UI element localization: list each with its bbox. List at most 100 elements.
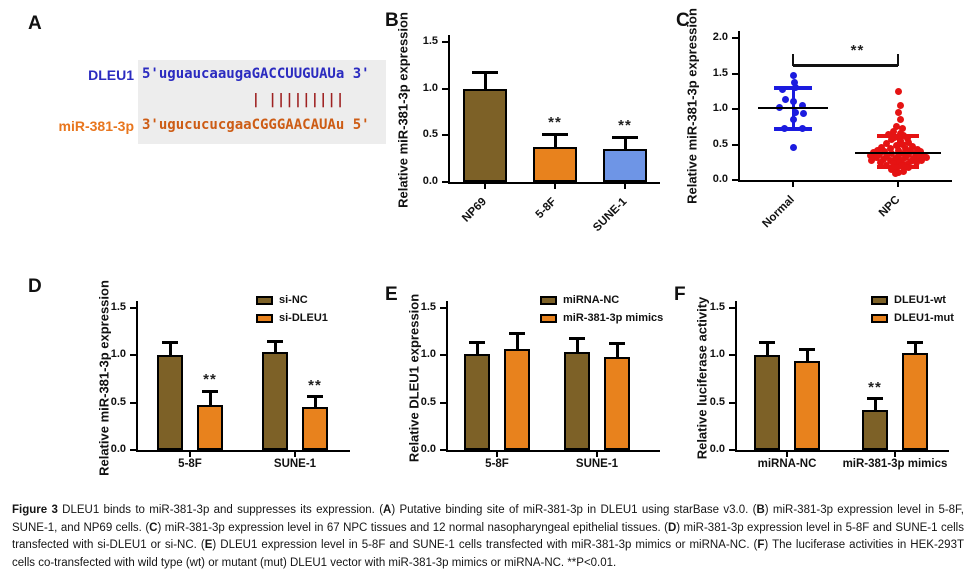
- y-tick: [442, 181, 448, 183]
- data-point: [877, 143, 885, 151]
- x-tick-label: Normal: [760, 193, 798, 231]
- significance-label: **: [618, 117, 632, 135]
- x-tick: [786, 452, 788, 457]
- error-bar-cap: [469, 340, 485, 344]
- data-point: [887, 165, 895, 173]
- y-tick-label: 1.0: [420, 348, 436, 361]
- panel-f: F Relative luciferase activity 0.0 0.5 1.0 1.…: [658, 268, 980, 498]
- data-point: [904, 138, 912, 146]
- data-point: [894, 109, 902, 117]
- caption-segment: A: [383, 504, 392, 516]
- error-bar-cap: [307, 395, 323, 399]
- y-tick-label: 1.5: [709, 301, 725, 313]
- y-tick: [729, 354, 735, 357]
- data-point: [898, 125, 906, 133]
- bar: [504, 348, 530, 450]
- data-point: [898, 141, 906, 148]
- y-tick: [442, 134, 448, 137]
- y-tick-label: 0.0: [422, 175, 438, 187]
- data-point: [891, 170, 899, 178]
- data-point: [781, 96, 789, 104]
- data-point: [789, 72, 797, 80]
- caption-segment: ) Putative binding site of miR-381-3p in…: [391, 504, 757, 516]
- y-tick: [729, 449, 735, 451]
- data-point: [866, 151, 874, 159]
- data-point: [889, 128, 897, 136]
- panel-c: C Relative miR-381-3p expression 0.0 0.5 1.0…: [672, 6, 978, 262]
- legend-item: DLEU1-wt: [871, 294, 946, 306]
- legend-label: miR-381-3p mimics: [563, 312, 664, 324]
- data-point: [903, 135, 911, 143]
- bar: [463, 88, 507, 182]
- bar: [564, 351, 590, 450]
- x-tick: [294, 452, 296, 457]
- data-point: [875, 150, 883, 158]
- error-bar-cap: [759, 340, 775, 344]
- error-bar-cap: [162, 340, 178, 344]
- data-point: [896, 116, 904, 124]
- caption-segment: F: [757, 539, 765, 551]
- legend-item: DLEU1-mut: [871, 312, 954, 324]
- data-point: [912, 159, 920, 167]
- error-bar-cap: [472, 71, 498, 75]
- alignment-background: [138, 60, 386, 144]
- y-tick: [732, 72, 738, 75]
- error-bar-cap: [267, 339, 283, 343]
- data-point: [902, 160, 910, 168]
- y-tick-label: 2.0: [712, 31, 728, 43]
- data-point: [901, 153, 909, 161]
- significance-bracket-tick: [791, 54, 795, 67]
- panel-label-a: A: [28, 13, 42, 34]
- data-point: [896, 101, 904, 109]
- y-tick: [130, 354, 136, 357]
- legend-swatch: [540, 295, 557, 305]
- caption-segment: ) DLEU1 expression level in 5-8F and SUN…: [212, 539, 758, 551]
- data-point: [916, 148, 924, 156]
- x-tick-label: SUNE-1: [273, 458, 317, 470]
- legend-item: si-NC: [256, 294, 308, 306]
- bar: [464, 354, 490, 450]
- significance-label: **: [308, 376, 322, 394]
- x-axis-line: [738, 180, 952, 182]
- y-tick-label: 1.5: [712, 66, 728, 79]
- error-bar-line: [313, 396, 317, 408]
- x-tick-label: 5-8F: [534, 195, 560, 221]
- data-point: [882, 161, 890, 169]
- legend-item: miR-381-3p mimics: [540, 312, 663, 324]
- caption-segment: ) miR-381-3p expression level in 5-8F, S…: [12, 504, 965, 534]
- legend-swatch: [540, 313, 557, 323]
- legend-label: si-DLEU1: [279, 312, 328, 324]
- bar: [603, 149, 647, 182]
- y-tick: [729, 307, 735, 309]
- y-tick: [130, 307, 136, 309]
- caption-segment: B: [756, 504, 765, 516]
- y-tick-label: 0.5: [709, 395, 725, 408]
- y-tick: [732, 143, 738, 146]
- error-bar-cap: [799, 348, 815, 352]
- bar: [902, 353, 928, 450]
- x-axis-line: [136, 450, 350, 452]
- caption-segment: ) miR-381-3p expression level in 5-8F an…: [12, 521, 964, 552]
- y-axis-title: Relative DLEU1 expression: [406, 293, 422, 463]
- data-point: [887, 136, 895, 144]
- legend-item: si-DLEU1: [256, 312, 328, 324]
- x-tick: [554, 184, 556, 189]
- x-axis-line: [446, 450, 660, 452]
- y-tick-label: 1.5: [422, 35, 438, 47]
- error-bar-cap: [569, 336, 585, 340]
- y-tick-label: 0.5: [712, 137, 728, 150]
- data-point: [906, 146, 914, 154]
- data-point: [873, 146, 881, 154]
- error-bar-line: [553, 134, 557, 147]
- error-bar-cap: [609, 342, 625, 346]
- caption-segment: E: [204, 539, 213, 551]
- bar: [604, 357, 630, 450]
- legend-swatch: [256, 295, 273, 305]
- y-tick: [440, 307, 446, 309]
- y-tick-label: 0.0: [712, 173, 728, 185]
- error-bar-line: [168, 342, 172, 356]
- data-point: [899, 167, 907, 175]
- x-tick: [189, 452, 191, 457]
- y-axis-title: Relative luciferase activity: [694, 296, 710, 460]
- legend-swatch: [871, 295, 888, 305]
